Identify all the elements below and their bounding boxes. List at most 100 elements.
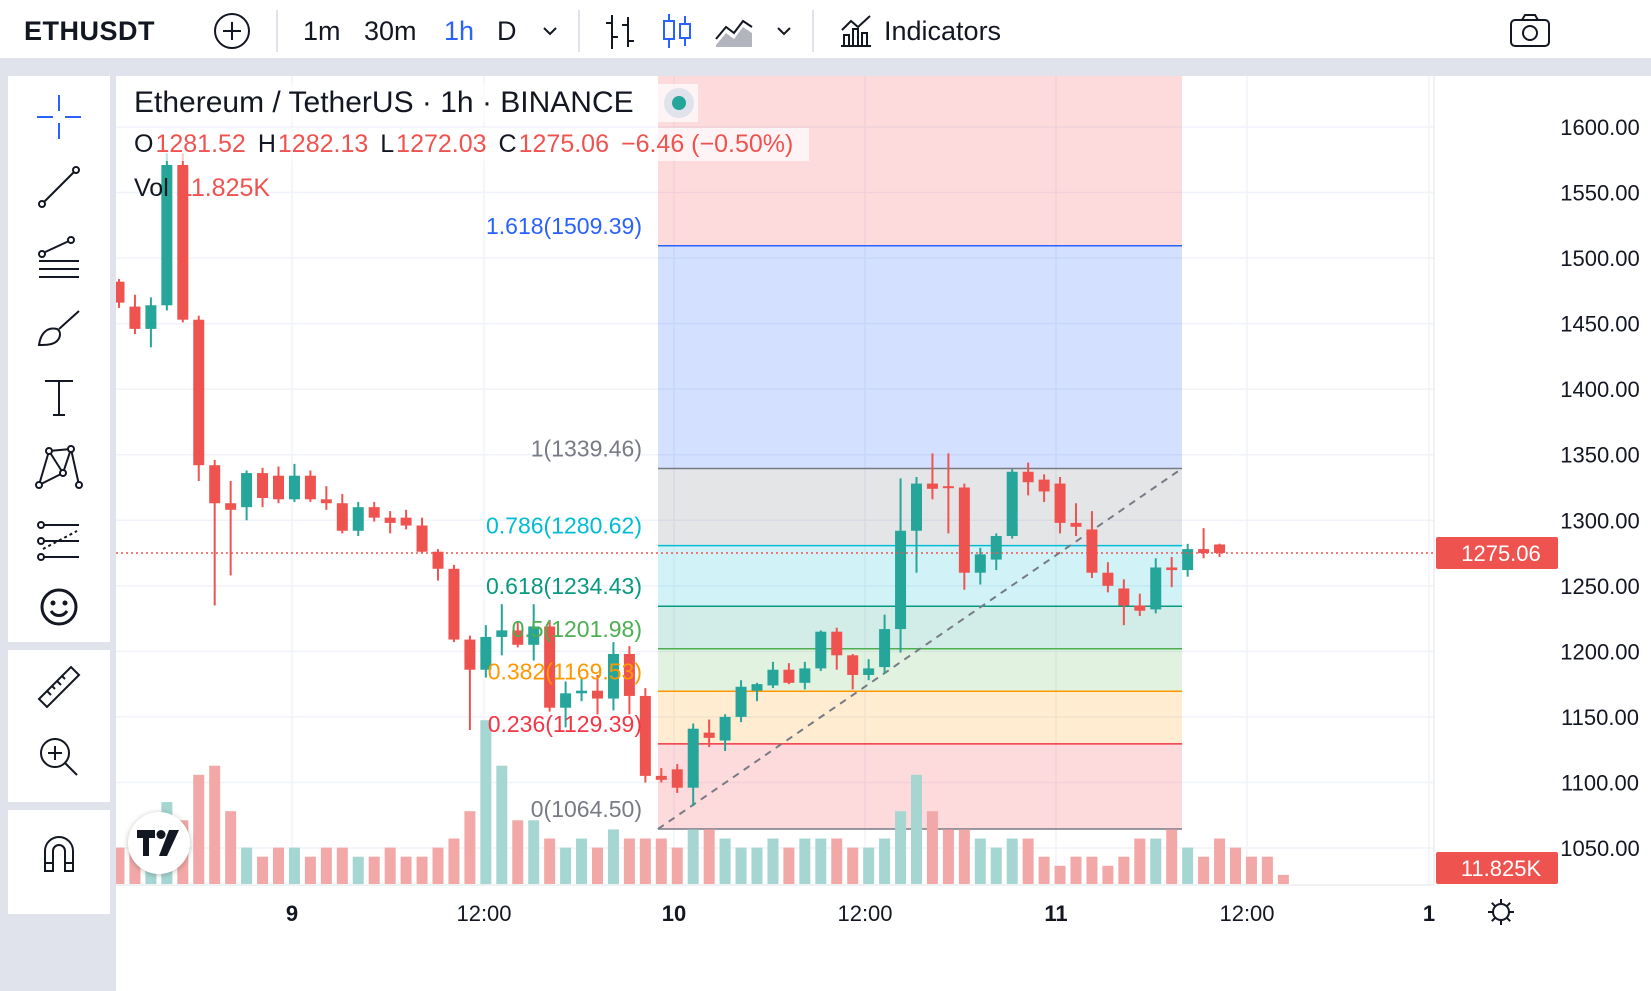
volume-bar: [607, 829, 619, 884]
snapshot-button[interactable]: [1508, 0, 1552, 62]
volume-bar: [879, 838, 891, 884]
toolbar-divider: [578, 10, 580, 52]
chevron-down-icon: [543, 27, 557, 36]
price-axis-tick-label: 1550.00: [1560, 181, 1640, 206]
fib-zone: [658, 648, 1182, 692]
volume-bar: [225, 811, 237, 884]
volume-bar: [273, 847, 284, 884]
candle-body: [576, 690, 588, 694]
top-toolbar: ETHUSDT 1m 30m 1h D Indicators: [0, 0, 1651, 64]
volume-label: Vol: [134, 174, 169, 202]
interval-1m[interactable]: 1m: [303, 15, 341, 46]
candles-style-button[interactable]: [660, 0, 694, 62]
volume-bar: [1102, 865, 1114, 884]
fib-zone: [658, 606, 1182, 649]
time-axis-tick-label: 1: [1423, 901, 1435, 926]
volume-bar: [368, 856, 380, 884]
brush-tool[interactable]: [8, 294, 110, 360]
trend-line-tool[interactable]: [8, 154, 110, 220]
candle-body: [942, 486, 954, 489]
price-axis-tick-label: 1300.00: [1560, 508, 1640, 533]
volume-bar: [1277, 874, 1289, 884]
volume-bar: [671, 847, 683, 884]
candle-body: [448, 568, 460, 640]
market-status-icon[interactable]: [663, 88, 694, 118]
volume-bar: [257, 856, 269, 884]
crosshair-tool[interactable]: [8, 84, 110, 150]
price-axis-tick-label: 1100.00: [1561, 770, 1639, 795]
candle-body: [560, 693, 572, 708]
candle-body: [1182, 549, 1194, 571]
volume-bar: [895, 811, 907, 884]
gear-icon: [1488, 899, 1514, 925]
volume-bar: [384, 847, 396, 884]
volume-bar: [974, 838, 986, 884]
text-tool[interactable]: [8, 364, 110, 430]
candle-body: [639, 695, 651, 776]
candle-body: [304, 475, 316, 500]
volume-bar: [1214, 838, 1226, 884]
time-axis-tick-label: 12:00: [1219, 901, 1274, 926]
toolbar-divider: [8, 642, 110, 650]
last-volume-tag-label: 11.825K: [1461, 856, 1542, 881]
interval-dropdown[interactable]: [540, 0, 560, 62]
candle-body: [209, 465, 221, 504]
volume-legend: Vol 11.825K: [130, 172, 286, 205]
indicators-label: Indicators: [884, 15, 1002, 46]
chart-panel[interactable]: 0(1064.50) 0.236(1129.39) 0.382(1169.53) 0.…: [116, 76, 1651, 991]
volume-bar: [942, 829, 954, 884]
volume-bar: [1086, 856, 1098, 884]
prediction-tool[interactable]: [8, 504, 110, 570]
fib-retracement-tool[interactable]: [8, 224, 110, 290]
candle-body: [1214, 544, 1226, 553]
volume-bar: [496, 765, 508, 884]
volume-bar: [783, 847, 795, 884]
candle-body: [177, 165, 189, 320]
candle-body: [352, 507, 364, 531]
compare-add-button[interactable]: [212, 0, 252, 62]
volume-bar: [288, 847, 300, 884]
volume-bar: [1118, 856, 1130, 884]
smiley-icon: [40, 588, 78, 626]
interval-1h[interactable]: 1h: [444, 15, 475, 46]
low-label: L: [380, 130, 395, 158]
gear-icon-tooth: [1505, 916, 1511, 922]
volume-bar: [464, 811, 476, 884]
symbol-search[interactable]: ETHUSDT: [24, 15, 155, 46]
price-axis-tick-label: 1500.00: [1560, 246, 1640, 271]
zoom-in-tool[interactable]: [8, 724, 110, 790]
candle-body: [990, 536, 1002, 560]
candle-body: [926, 483, 938, 489]
magnet-tool[interactable]: [8, 820, 110, 886]
price-axis-tick-label: 1400.00: [1560, 377, 1640, 402]
candle-body: [911, 483, 922, 531]
candle-body: [974, 554, 986, 573]
patterns-tool[interactable]: [8, 434, 110, 500]
candle-body: [1198, 549, 1210, 554]
fib-level-label: 0.5(1201.98): [512, 616, 642, 642]
candle-body: [655, 775, 667, 780]
volume-bar: [116, 847, 125, 884]
volume-bar: [352, 856, 364, 884]
volume-bar: [1070, 856, 1082, 884]
time-axis-tick-label: 12:00: [456, 901, 511, 926]
chart-style-dropdown[interactable]: [774, 0, 794, 62]
candle-body: [544, 626, 556, 708]
volume-bar: [1038, 856, 1050, 884]
volume-bar: [911, 774, 922, 884]
tradingview-logo[interactable]: [128, 812, 190, 874]
candle-body: [384, 517, 396, 523]
brush-icon: [37, 310, 80, 347]
change-value: −6.46 (−0.50%): [620, 130, 794, 158]
low-value: 1272.03: [396, 130, 487, 158]
measure-tool[interactable]: [8, 654, 110, 720]
bar-style-button[interactable]: [602, 0, 638, 62]
interval-30m[interactable]: 30m: [364, 15, 417, 46]
volume-bar: [926, 811, 938, 884]
area-style-button[interactable]: [714, 0, 754, 62]
indicators-button[interactable]: Indicators: [838, 0, 1001, 62]
volume-bar: [1134, 838, 1146, 884]
price-chart[interactable]: 0(1064.50) 0.236(1129.39) 0.382(1169.53) 0.…: [116, 76, 1651, 991]
interval-d[interactable]: D: [497, 15, 517, 46]
icons-tool[interactable]: [8, 574, 110, 640]
